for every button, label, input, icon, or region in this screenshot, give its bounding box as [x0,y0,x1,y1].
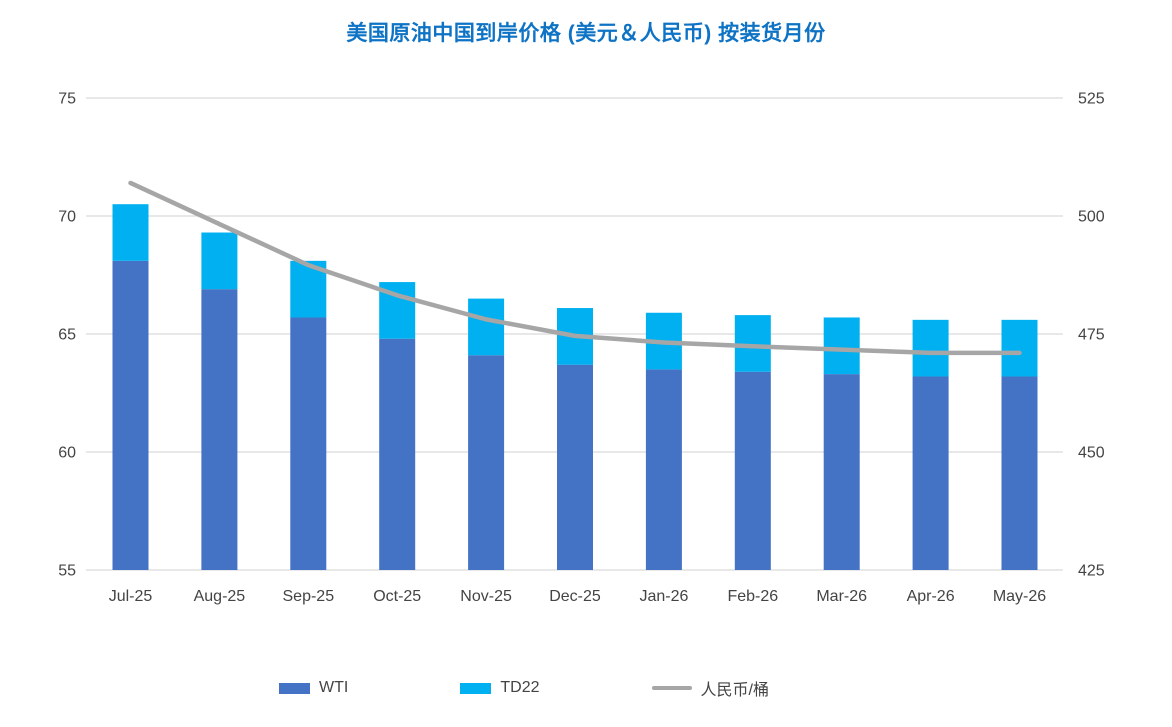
x-axis-label: Feb-26 [727,588,778,605]
legend-label-wti: WTI [319,679,349,696]
x-axis-label: Aug-25 [194,588,246,605]
x-axis-label: Oct-25 [373,588,421,605]
rmb-line-swatch-icon [651,685,692,691]
td22-bar [468,298,505,356]
td22-bar [912,319,949,377]
y-axis-label-left: 55 [58,563,76,580]
y-axis-label-left: 70 [58,209,76,226]
td22-bar [201,232,238,290]
x-axis-label: May-26 [993,588,1046,605]
x-axis-label: Jul-25 [109,588,153,605]
td22-swatch-icon [460,682,492,694]
td22-bar [823,317,860,375]
y-axis-label-left: 60 [58,445,76,462]
legend-label-td22: TD22 [500,679,540,696]
x-axis-label: Dec-25 [549,588,601,605]
chart-legend: WTI TD22 人民币/桶 [0,676,1110,700]
wti-bar [201,289,238,570]
y-axis-label-right: 475 [1078,327,1105,344]
wti-bar [557,364,593,570]
legend-item-rmb-line: 人民币/桶 [651,676,769,700]
y-axis-label-left: 65 [58,327,76,344]
wti-bar [823,374,860,570]
x-axis-label: Nov-25 [460,588,512,605]
y-axis-label-right: 450 [1078,445,1105,462]
legend-item-td22: TD22 [460,679,540,697]
wti-bar [112,260,149,570]
x-axis-label: Sep-25 [283,588,335,605]
rmb-line [128,180,1022,356]
y-axis-label-right: 425 [1078,563,1105,580]
y-axis-label-right: 500 [1078,209,1105,226]
y-axis-label-right: 525 [1078,91,1105,108]
chart-title: 美国原油中国到岸价格 (美元＆人民币) 按装货月份 [346,22,826,45]
wti-swatch-icon [279,682,311,694]
td22-bar [112,204,149,261]
wti-bar [379,338,416,570]
wti-bar [645,369,682,570]
wti-bar [468,355,505,570]
wti-bar [912,376,949,570]
wti-bar [734,371,771,570]
td22-bar [1001,319,1038,377]
wti-bar [1001,376,1038,570]
x-axis-label: Jan-26 [639,588,688,605]
x-axis-label: Mar-26 [816,588,867,605]
legend-label-rmb: 人民币/桶 [700,682,769,699]
legend-item-wti: WTI [279,679,348,697]
wti-bar [290,317,327,570]
y-axis-label-left: 75 [58,91,76,108]
x-axis-label: Apr-26 [907,588,955,605]
td22-bar [734,315,771,372]
